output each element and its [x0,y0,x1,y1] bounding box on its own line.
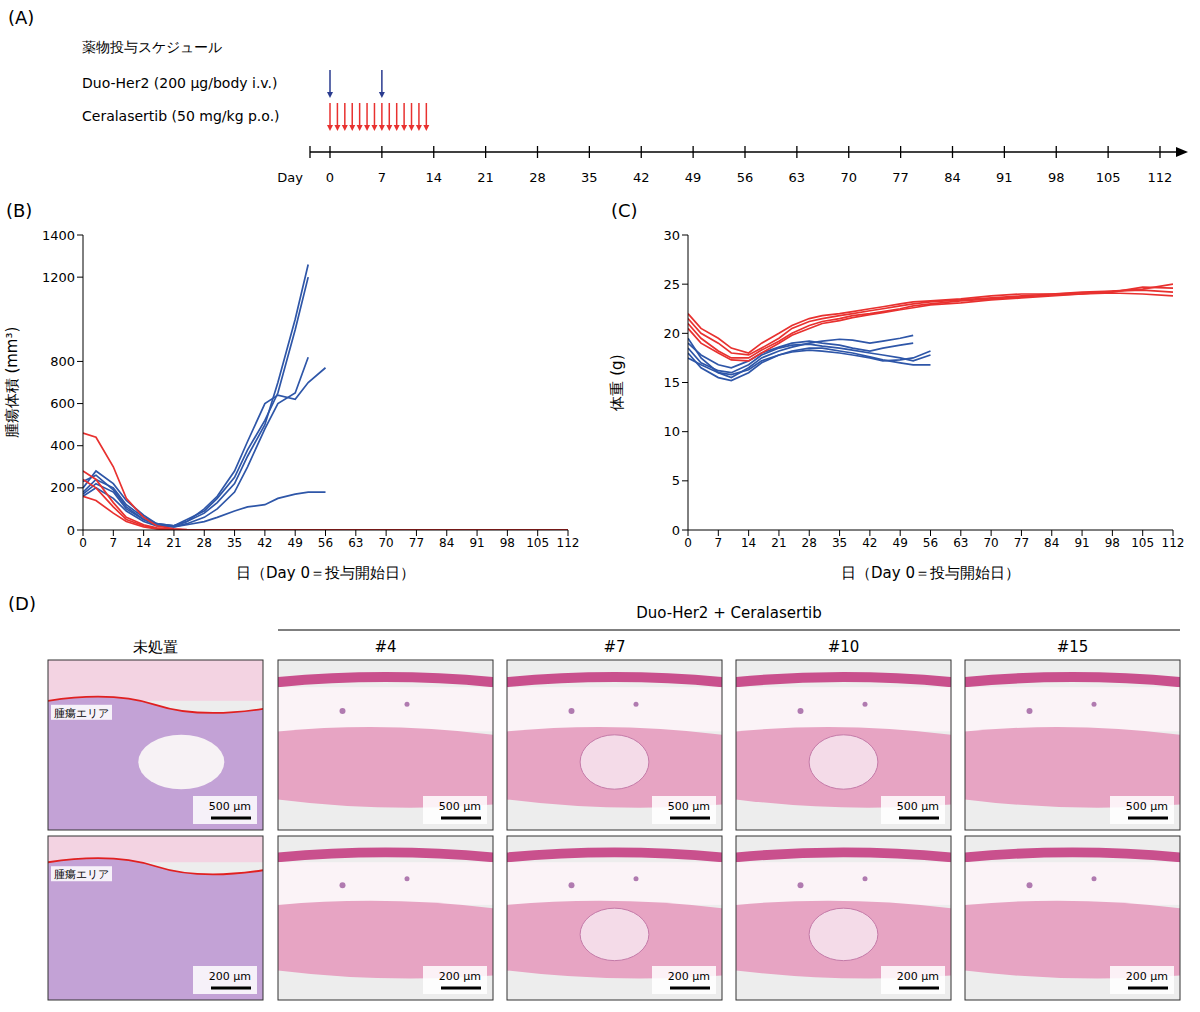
svg-text:800: 800 [50,354,75,369]
svg-text:200 μm: 200 μm [1126,970,1168,983]
svg-text:21: 21 [166,536,181,550]
svg-text:105: 105 [1131,536,1154,550]
svg-text:25: 25 [663,277,680,292]
svg-text:500 μm: 500 μm [439,800,481,813]
svg-text:500 μm: 500 μm [1126,800,1168,813]
svg-text:5: 5 [672,473,680,488]
svg-text:400: 400 [50,438,75,453]
svg-text:薬物投与スケジュール: 薬物投与スケジュール [82,39,222,55]
svg-text:30: 30 [663,228,680,243]
svg-text:(D): (D) [8,593,36,614]
svg-text:600: 600 [50,396,75,411]
svg-text:日（Day 0＝投与開始日）: 日（Day 0＝投与開始日） [841,564,1020,582]
svg-text:14: 14 [136,536,151,550]
svg-text:0: 0 [67,523,75,538]
svg-text:500 μm: 500 μm [897,800,939,813]
svg-text:15: 15 [663,375,680,390]
svg-text:84: 84 [439,536,454,550]
svg-text:98: 98 [1105,536,1120,550]
svg-text:63: 63 [789,170,806,185]
svg-text:98: 98 [500,536,515,550]
svg-text:77: 77 [409,536,424,550]
svg-text:#4: #4 [374,638,396,656]
svg-text:49: 49 [288,536,303,550]
svg-text:未処置: 未処置 [133,638,178,656]
html-text:(B): (B) [6,200,33,221]
svg-text:7: 7 [378,170,386,185]
svg-text:63: 63 [348,536,363,550]
svg-text:Ceralasertib (50 mg/kg p.o.): Ceralasertib (50 mg/kg p.o.) [82,108,280,124]
svg-text:Day: Day [277,170,303,185]
svg-text:42: 42 [862,536,877,550]
svg-text:200 μm: 200 μm [209,970,251,983]
svg-text:28: 28 [529,170,546,185]
svg-text:日（Day 0＝投与開始日）: 日（Day 0＝投与開始日） [236,564,415,582]
svg-text:77: 77 [1014,536,1029,550]
svg-text:112: 112 [1148,170,1173,185]
svg-text:#10: #10 [828,638,860,656]
svg-text:42: 42 [633,170,650,185]
svg-text:91: 91 [1074,536,1089,550]
svg-text:200 μm: 200 μm [439,970,481,983]
svg-text:200 μm: 200 μm [668,970,710,983]
svg-text:112: 112 [1162,536,1185,550]
svg-text:#7: #7 [603,638,625,656]
svg-text:28: 28 [197,536,212,550]
svg-text:(A): (A) [8,7,34,28]
svg-text:63: 63 [953,536,968,550]
svg-text:56: 56 [737,170,754,185]
svg-text:200: 200 [50,480,75,495]
svg-text:200 μm: 200 μm [897,970,939,983]
svg-text:14: 14 [425,170,442,185]
svg-text:70: 70 [840,170,857,185]
svg-text:105: 105 [526,536,549,550]
svg-text:56: 56 [923,536,938,550]
svg-text:7: 7 [714,536,722,550]
svg-text:腫瘍体積 (mm³): 腫瘍体積 (mm³) [3,327,21,439]
svg-text:10: 10 [663,424,680,439]
svg-text:21: 21 [477,170,494,185]
svg-text:70: 70 [378,536,393,550]
svg-text:91: 91 [996,170,1013,185]
svg-text:112: 112 [557,536,580,550]
svg-text:84: 84 [944,170,961,185]
svg-text:体重 (g): 体重 (g) [608,355,626,411]
svg-text:0: 0 [326,170,334,185]
svg-text:21: 21 [771,536,786,550]
svg-text:42: 42 [257,536,272,550]
svg-text:14: 14 [741,536,756,550]
svg-text:0: 0 [79,536,87,550]
svg-text:#15: #15 [1057,638,1089,656]
svg-text:0: 0 [684,536,692,550]
svg-text:500 μm: 500 μm [209,800,251,813]
svg-text:0: 0 [672,523,680,538]
svg-text:77: 77 [892,170,909,185]
svg-text:1400: 1400 [42,228,75,243]
svg-text:84: 84 [1044,536,1059,550]
svg-text:105: 105 [1096,170,1121,185]
svg-text:腫瘍エリア: 腫瘍エリア [54,868,109,881]
svg-text:70: 70 [983,536,998,550]
svg-text:35: 35 [832,536,847,550]
svg-text:35: 35 [581,170,598,185]
svg-text:500 μm: 500 μm [668,800,710,813]
svg-text:35: 35 [227,536,242,550]
html-text:(C): (C) [611,200,638,221]
svg-text:7: 7 [109,536,117,550]
svg-text:1200: 1200 [42,270,75,285]
svg-text:28: 28 [802,536,817,550]
svg-text:20: 20 [663,326,680,341]
svg-text:98: 98 [1048,170,1065,185]
svg-text:Duo-Her2 (200 μg/body i.v.): Duo-Her2 (200 μg/body i.v.) [82,75,277,91]
svg-text:49: 49 [893,536,908,550]
svg-text:91: 91 [469,536,484,550]
svg-text:56: 56 [318,536,333,550]
svg-text:腫瘍エリア: 腫瘍エリア [54,707,109,720]
svg-text:Duo-Her2 + Ceralasertib: Duo-Her2 + Ceralasertib [636,604,821,622]
svg-text:49: 49 [685,170,702,185]
